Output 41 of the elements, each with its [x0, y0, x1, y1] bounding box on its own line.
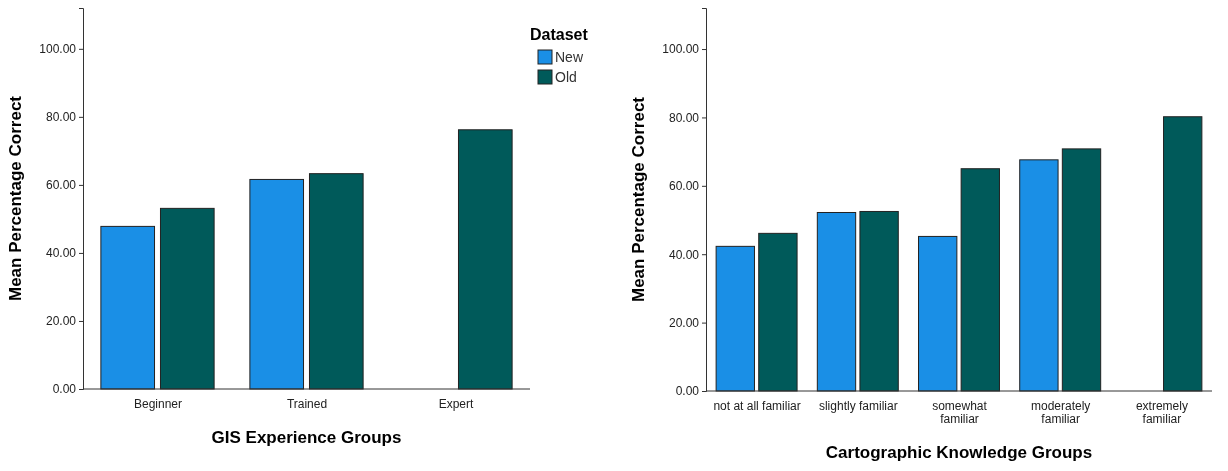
bar: [457, 129, 513, 390]
y-tick-label: 20.00: [45, 314, 77, 329]
y-tick-label: 80.00: [668, 110, 700, 125]
bar: [715, 245, 755, 392]
x-tick-label: extremely familiar: [1135, 398, 1188, 426]
y-tick-label: 40.00: [45, 246, 77, 261]
y-axis-title: Mean Percentage Correct: [6, 95, 25, 302]
bar: [159, 207, 215, 390]
x-tick-label: not at all familiar: [713, 398, 801, 413]
legend-label: Old: [555, 69, 577, 85]
y-tick-label: 100.00: [662, 42, 700, 57]
y-tick-label: 0.00: [52, 382, 77, 397]
y-axis-title: Mean Percentage Correct: [629, 96, 648, 303]
x-tick-label: moderately familiar: [1031, 398, 1091, 426]
bar: [249, 178, 305, 390]
legend-title: Dataset: [530, 26, 589, 43]
bar: [100, 225, 156, 390]
bar: [918, 235, 958, 392]
x-tick-label: somewhat familiar: [932, 398, 988, 426]
y-tick-label: 40.00: [668, 247, 700, 262]
y-tick-label: 100.00: [39, 42, 77, 57]
y-tick-label: 0.00: [675, 384, 700, 399]
x-axis-title: GIS Experience Groups: [211, 427, 402, 447]
bar: [859, 210, 899, 392]
x-tick-label: Beginner: [133, 396, 183, 411]
x-tick-label: slightly familiar: [818, 398, 898, 413]
bar: [758, 232, 798, 392]
x-axis-title: Cartographic Knowledge Groups: [825, 442, 1093, 462]
legend-label: New: [555, 49, 584, 65]
y-tick-label: 60.00: [668, 179, 700, 194]
bar: [1019, 159, 1059, 392]
x-tick-label: Expert: [438, 396, 474, 411]
bar: [960, 168, 1000, 392]
x-tick-label: Trained: [286, 396, 328, 411]
bar: [816, 212, 857, 392]
bar: [308, 173, 364, 390]
bar: [1163, 116, 1203, 392]
bar: [1061, 148, 1102, 392]
y-tick-label: 60.00: [45, 178, 77, 193]
y-tick-label: 20.00: [668, 315, 700, 330]
y-tick-label: 80.00: [45, 110, 77, 125]
